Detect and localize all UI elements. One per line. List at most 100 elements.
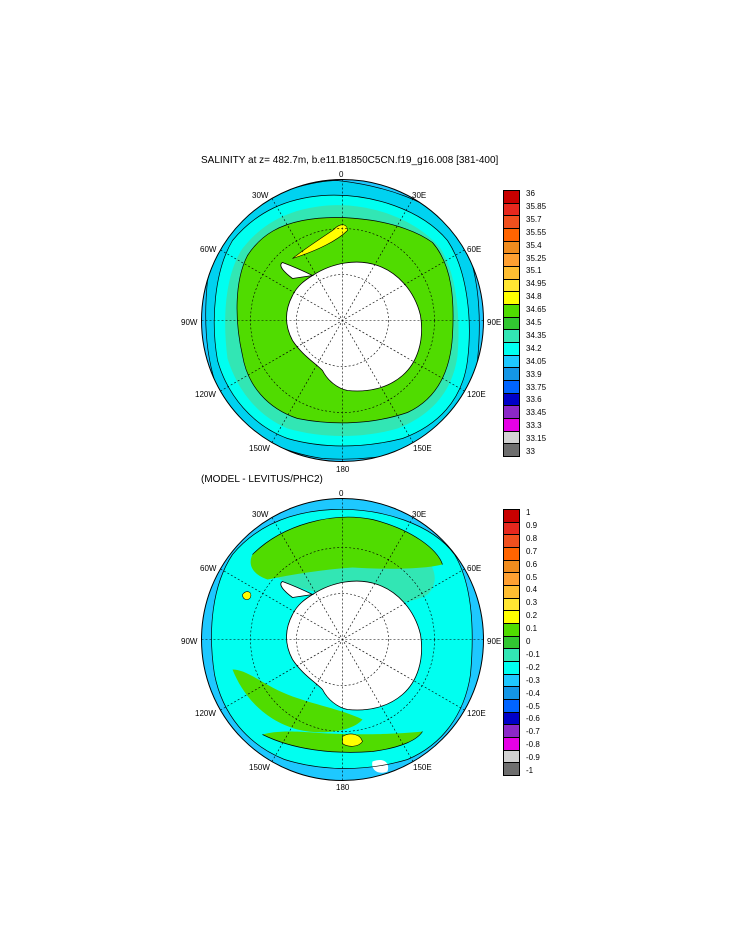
colorbar-tick-label: 0.1	[526, 624, 538, 634]
colorbar-tick-label: 34.95	[526, 279, 547, 289]
ocean-band-green	[232, 669, 363, 733]
colorbar-tick-label: 35.85	[526, 201, 547, 211]
colorbar-swatch	[503, 711, 520, 726]
colorbar-swatch	[503, 686, 520, 700]
colorbar-swatch	[503, 610, 520, 624]
colorbar-tick-label: -0.2	[526, 662, 540, 672]
colorbar-tick-label: 1	[526, 508, 531, 517]
colorbar-tick-label: -1	[526, 766, 534, 775]
lon-label-90e: 90E	[487, 637, 502, 646]
antarctic-peninsula	[280, 581, 314, 598]
panel1-title: SALINITY at z= 482.7m, b.e11.B1850C5CN.f…	[201, 155, 499, 166]
colorbar-swatch	[503, 316, 520, 331]
colorbar-swatch	[503, 304, 520, 318]
colorbar-tick-label: -0.1	[526, 649, 540, 659]
salinity-diff-positive	[242, 591, 252, 600]
contour-line	[252, 516, 443, 565]
colorbar-swatch	[503, 240, 520, 255]
map-border	[201, 179, 484, 462]
colorbar-tick-label: 34.2	[526, 343, 542, 353]
colorbar-swatch	[503, 380, 520, 394]
colorbar-swatch	[503, 623, 520, 637]
colorbar-tick-label: 0	[526, 637, 531, 646]
colorbar-tick-label: 33.15	[526, 434, 547, 444]
lon-label-60e: 60E	[467, 245, 482, 254]
colorbar-tick-label: 35.7	[526, 214, 542, 224]
colorbar-swatch	[503, 749, 520, 764]
colorbar-tick-label: 34.65	[526, 305, 547, 315]
panel1-polar-map	[201, 179, 484, 462]
lon-label-0: 0	[339, 489, 344, 498]
colorbar-swatch	[503, 635, 520, 650]
colorbar-tick-label: 35.55	[526, 227, 547, 237]
colorbar-swatch	[503, 737, 520, 751]
lon-label-150e: 150E	[413, 763, 432, 772]
colorbar-tick-label: -0.7	[526, 727, 540, 737]
lon-label-180: 180	[336, 465, 350, 474]
colorbar-swatch	[503, 278, 520, 293]
lon-label-120w: 120W	[195, 709, 216, 718]
colorbar-tick-label: -0.3	[526, 675, 540, 685]
colorbar-tick-label: 35.1	[526, 266, 542, 276]
lon-label-90e: 90E	[487, 318, 502, 327]
colorbar-tick-label: 0.3	[526, 598, 538, 608]
colorbar-swatch	[503, 367, 520, 381]
lon-label-30e: 30E	[412, 510, 427, 519]
colorbar-tick-label: 0.8	[526, 533, 538, 543]
lon-label-150w: 150W	[249, 763, 270, 772]
panel1-colorbar: 36 35.85 35.7 35.55 35.4 35.25 35.1 34.95 34.8 34…	[503, 189, 563, 457]
colorbar-swatch	[503, 547, 520, 561]
colorbar-swatch	[503, 202, 520, 217]
latitude-circle	[296, 593, 389, 686]
colorbar-tick-label: 33.45	[526, 408, 547, 418]
missing-data-patch	[372, 759, 389, 773]
colorbar-tick-label: 34.35	[526, 330, 547, 340]
colorbar-tick-label: 33.75	[526, 382, 547, 392]
meridian-line	[220, 568, 465, 711]
colorbar-tick-label: 34.5	[526, 318, 542, 327]
colorbar-swatch	[503, 509, 520, 523]
contour-line	[211, 509, 473, 769]
lon-label-60w: 60W	[200, 245, 217, 254]
contour-line	[236, 217, 454, 424]
colorbar-tick-label: 36	[526, 189, 535, 198]
colorbar-tick-label: 33.9	[526, 369, 542, 379]
lon-label-120w: 120W	[195, 390, 216, 399]
colorbar-swatch	[503, 762, 520, 776]
panel2-colorbar: 1 0.9 0.8 0.7 0.6 0.5 0.4 0.3 0.2 0.1 0 -0.1 -0.2 -0.…	[503, 508, 563, 776]
meridian-line	[220, 249, 465, 392]
colorbar-swatch	[503, 266, 520, 280]
panel2-title: (MODEL - LEVITUS/PHC2)	[201, 474, 323, 485]
lon-label-90w: 90W	[181, 637, 198, 646]
colorbar-tick-label: -0.4	[526, 688, 540, 698]
colorbar-tick-label: 34.05	[526, 356, 547, 366]
colorbar-tick-label: 0.5	[526, 572, 538, 582]
lon-label-60w: 60W	[200, 564, 217, 573]
colorbar-swatch	[503, 724, 520, 738]
colorbar-tick-label: -0.8	[526, 740, 540, 750]
lon-label-60e: 60E	[467, 564, 482, 573]
salinity-high-patch	[292, 224, 348, 259]
lon-label-150w: 150W	[249, 444, 270, 453]
contour-line	[213, 194, 470, 447]
lon-label-90w: 90W	[181, 318, 198, 327]
lon-label-150e: 150E	[413, 444, 432, 453]
colorbar-tick-label: -0.5	[526, 701, 540, 711]
antarctic-peninsula	[280, 262, 314, 279]
colorbar-swatch	[503, 405, 520, 419]
colorbar-tick-label: -0.9	[526, 753, 540, 763]
colorbar-swatch	[503, 418, 520, 432]
lon-label-30w: 30W	[252, 191, 269, 200]
lon-label-30e: 30E	[412, 191, 427, 200]
lon-label-30w: 30W	[252, 510, 269, 519]
colorbar-tick-label: 0.2	[526, 611, 538, 621]
colorbar-tick-label: 0.4	[526, 585, 538, 595]
colorbar-swatch	[503, 521, 520, 536]
colorbar-tick-label: 35.4	[526, 240, 542, 250]
panel2-polar-map	[201, 498, 484, 781]
colorbar-swatch	[503, 342, 520, 356]
lon-label-120e: 120E	[467, 390, 486, 399]
colorbar-swatch	[503, 291, 520, 305]
colorbar-swatch	[503, 443, 520, 457]
colorbar-swatch	[503, 673, 520, 688]
